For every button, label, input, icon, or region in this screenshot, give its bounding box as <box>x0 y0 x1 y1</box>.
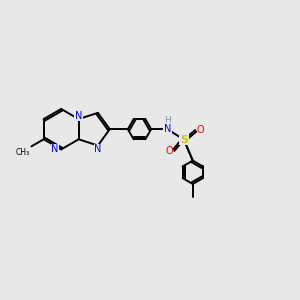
Text: O: O <box>197 125 204 135</box>
Text: H: H <box>164 116 171 125</box>
Text: CH₃: CH₃ <box>16 148 30 157</box>
Text: N: N <box>51 144 59 154</box>
Text: N: N <box>75 110 82 121</box>
Text: N: N <box>94 144 102 154</box>
Text: N: N <box>164 124 171 134</box>
Text: O: O <box>165 146 173 156</box>
Text: S: S <box>180 135 188 145</box>
